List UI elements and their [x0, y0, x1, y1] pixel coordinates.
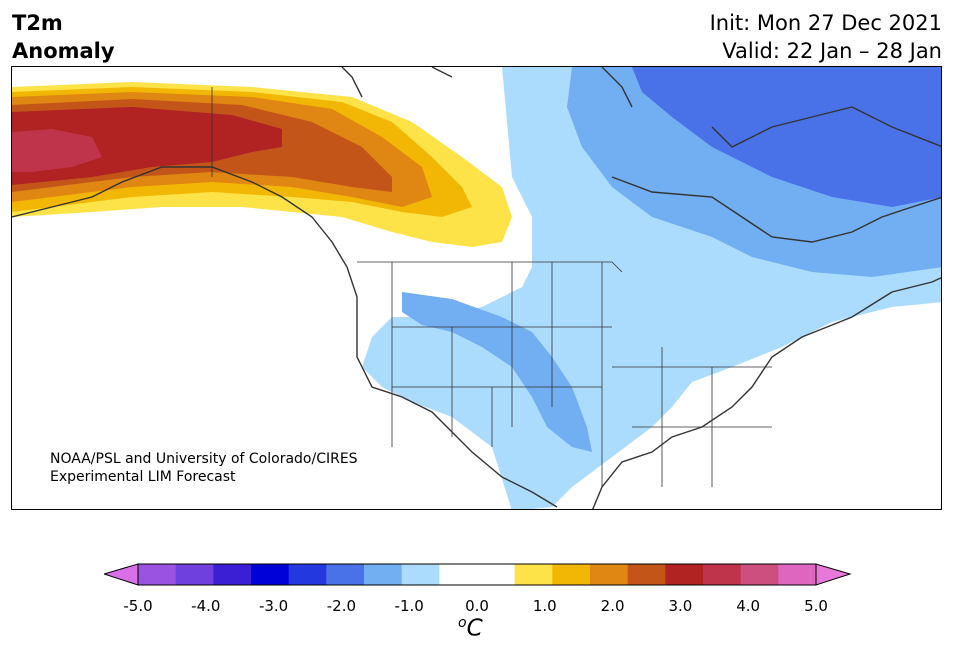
- credit-text: NOAA/PSL and University of Colorado/CIRE…: [50, 450, 358, 486]
- init-date: Init: Mon 27 Dec 2021: [709, 11, 942, 35]
- colorbar-segment: [138, 564, 177, 585]
- map-title: T2m Anomaly: [12, 9, 115, 65]
- map-panel: NOAA/PSL and University of Colorado/CIRE…: [11, 66, 942, 510]
- colorbar-tick-label: -1.0: [394, 597, 424, 615]
- date-info: Init: Mon 27 Dec 2021 Valid: 22 Jan – 28…: [710, 9, 942, 65]
- title-line-2: Anomaly: [12, 39, 115, 63]
- colorbar: [104, 563, 852, 586]
- colorbar-segment: [590, 564, 629, 585]
- colorbar-segment: [552, 564, 591, 585]
- colorbar-tick-label: -5.0: [123, 597, 153, 615]
- colorbar-tick-label: 0.0: [465, 597, 489, 615]
- colorbar-segment: [665, 564, 704, 585]
- colorbar-segment: [175, 564, 214, 585]
- colorbar-over-arrow: [815, 563, 852, 586]
- anomaly-map: [12, 67, 941, 509]
- cool-field-rockies: [402, 292, 592, 452]
- valid-date: Valid: 22 Jan – 28 Jan: [722, 39, 942, 63]
- colorbar-segment: [364, 564, 403, 585]
- colorbar-outline: [137, 563, 817, 586]
- warm-field-5: [12, 107, 282, 185]
- colorbar-segment: [627, 564, 666, 585]
- colorbar-tick-label: -4.0: [191, 597, 221, 615]
- colorbar-segment: [778, 564, 817, 585]
- political-borders: [211, 87, 772, 487]
- colorbar-segment: [401, 564, 440, 585]
- colorbar-tick-label: -2.0: [326, 597, 357, 615]
- credit-line-2: Experimental LIM Forecast: [50, 469, 236, 485]
- colorbar-tick-label: 4.0: [736, 597, 761, 615]
- colorbar-tick-label: 2.0: [600, 597, 625, 615]
- colorbar-segment: [213, 564, 252, 585]
- colorbar-tick-label: 3.0: [668, 597, 693, 615]
- credit-line-1: NOAA/PSL and University of Colorado/CIRE…: [50, 451, 358, 467]
- cool-field-deep-east: [632, 67, 941, 207]
- colorbar-segment: [477, 564, 516, 585]
- colorbar-unit: oC: [458, 615, 483, 642]
- unit-letter: C: [466, 615, 483, 642]
- colorbar-tick-label: 5.0: [804, 597, 828, 615]
- colorbar-tick-label: -3.0: [258, 597, 289, 615]
- colorbar-under-arrow: [104, 563, 139, 586]
- colorbar-segment: [251, 564, 290, 585]
- coastline: [12, 67, 941, 509]
- colorbar-segment: [703, 564, 742, 585]
- colorbar-segment: [288, 564, 327, 585]
- colorbar-tick-label: 1.0: [532, 597, 557, 615]
- colorbar-segment: [514, 564, 553, 585]
- colorbar-segment: [439, 564, 478, 585]
- warm-field-6: [12, 129, 102, 172]
- colorbar-segment: [326, 564, 365, 585]
- colorbar-segment: [740, 564, 779, 585]
- title-line-1: T2m: [12, 11, 63, 35]
- unit-superscript: o: [458, 615, 467, 631]
